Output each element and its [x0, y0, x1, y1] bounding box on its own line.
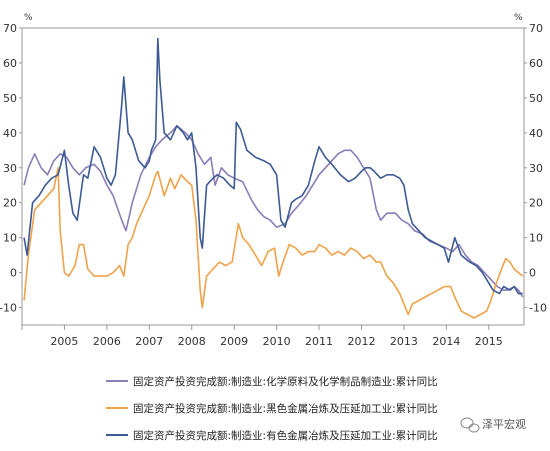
series-line [23, 37, 523, 295]
y-tick-label-left: 60 [3, 57, 17, 70]
y-tick-label-left: 50 [3, 92, 17, 105]
x-ticks: 2005 2006 2007 2008 2009 2010 2011 2012 2013 2014… [21, 325, 503, 348]
y-tick-label-right: 40 [529, 127, 543, 140]
y-tick-label-right: 70 [529, 22, 543, 35]
y-tick-label-right: -10 [529, 302, 547, 315]
x-tick-label: 2009 [220, 335, 248, 348]
x-tick-label: 2005 [50, 335, 78, 348]
x-tick-label: 2014 [432, 335, 460, 348]
y-tick-label-right: 60 [529, 57, 543, 70]
y-tick-label-right: 50 [529, 92, 543, 105]
y-tick-label-right: 0 [529, 267, 536, 280]
left-axis-unit: % [24, 13, 33, 23]
x-tick-label: 2008 [178, 335, 206, 348]
legend-label: 固定资产投资完成额:制造业:有色金属冶炼及压延加工业:累计同比 [133, 429, 438, 442]
y-tick-label-left: 40 [3, 127, 17, 140]
series-layer [23, 37, 524, 319]
series-line [23, 167, 524, 319]
x-tick-label: 2006 [93, 335, 121, 348]
axes: % % -10 0 10 20 30 40 50 60 70 -10 0 10 20 30 40 50 60 7… [0, 13, 547, 348]
y-tick-label-left: 20 [3, 197, 17, 210]
series-line [23, 125, 524, 298]
legend-label: 固定资产投资完成额:制造业:黑色金属冶炼及压延加工业:累计同比 [133, 402, 438, 415]
y-tick-label-left: -10 [0, 302, 17, 315]
y-tick-label-right: 10 [529, 232, 543, 245]
x-tick-label: 2015 [475, 335, 503, 348]
y-tick-label-left: 70 [3, 22, 17, 35]
x-tick-label: 2012 [347, 335, 375, 348]
wechat-icon [460, 417, 480, 433]
y-tick-label-left: 30 [3, 162, 17, 175]
y-tick-label-left: 10 [3, 232, 17, 245]
legend-label: 固定资产投资完成额:制造业:化学原料及化学制品制造业:累计同比 [133, 375, 438, 388]
watermark-text: 泽平宏观 [482, 417, 526, 431]
x-tick-label: 2007 [135, 335, 163, 348]
watermark: 泽平宏观 [460, 417, 526, 433]
x-tick-label: 2013 [390, 335, 418, 348]
legend: 固定资产投资完成额:制造业:化学原料及化学制品制造业:累计同比固定资产投资完成额… [106, 375, 438, 442]
x-tick-label: 2010 [263, 335, 291, 348]
y-tick-label-right: 20 [529, 197, 543, 210]
x-tick-label: 2011 [305, 335, 333, 348]
left-y-ticks: -10 0 10 20 30 40 50 60 70 [0, 22, 22, 315]
y-tick-label-left: 0 [10, 267, 17, 280]
right-axis-unit: % [514, 13, 523, 23]
right-y-ticks: -10 0 10 20 30 40 50 60 70 [524, 22, 547, 315]
y-tick-label-right: 30 [529, 162, 543, 175]
